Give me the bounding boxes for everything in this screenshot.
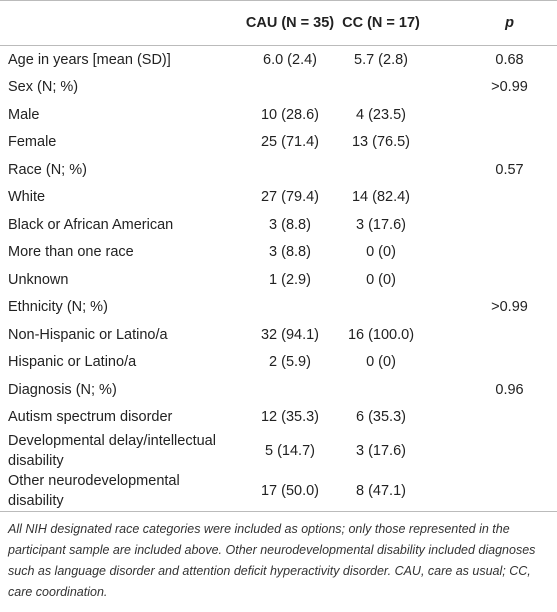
- cell: [422, 239, 557, 267]
- cell: 0.96: [495, 381, 524, 398]
- cell: [340, 376, 422, 404]
- table-row: Autism spectrum disorder 12 (35.3) 6 (35.3…: [0, 404, 557, 432]
- table-row: Race (N; %) 0.57: [0, 156, 557, 184]
- cell: 0 (0): [366, 354, 396, 371]
- cell: 17 (50.0): [240, 471, 340, 512]
- cell: [422, 471, 557, 512]
- table-row: Other neurodevelopmental disability 17 (5…: [0, 471, 557, 512]
- header-row: CAU (N = 35) CC (N = 17) p: [0, 0, 557, 46]
- row-label: Male: [8, 106, 40, 123]
- cell: [340, 74, 422, 102]
- footnote: All NIH designated race categories were …: [8, 522, 536, 599]
- cell: 13 (76.5): [351, 134, 411, 151]
- cell: 6 (35.3): [356, 409, 406, 426]
- cell: 5.7 (2.8): [354, 51, 408, 68]
- table-row: Sex (N; %) >0.99: [0, 74, 557, 102]
- cell: 5 (14.7): [265, 443, 315, 459]
- row-label: Black or African American: [8, 216, 174, 233]
- cell: 0 (0): [366, 244, 396, 261]
- table-row: Ethnicity (N; %) >0.99: [0, 294, 557, 322]
- cell: 27 (79.4): [260, 189, 320, 206]
- cell: 0 (0): [366, 271, 396, 288]
- row-label: More than one race: [8, 244, 134, 261]
- table-row: Age in years [mean (SD)] 6.0 (2.4) 5.7 (2.…: [0, 46, 557, 74]
- data-table: CAU (N = 35) CC (N = 17) p Age in years …: [0, 0, 557, 512]
- header-cell: [0, 0, 240, 46]
- cell: 14 (82.4): [351, 189, 411, 206]
- table-row: Hispanic or Latino/a 2 (5.9) 0 (0): [0, 349, 557, 377]
- cell: 4 (23.5): [356, 106, 406, 123]
- row-label: Hispanic or Latino/a: [8, 354, 137, 371]
- cell: 1 (2.9): [269, 271, 311, 288]
- cell: [340, 294, 422, 322]
- row-label: Ethnicity (N; %): [8, 299, 108, 316]
- cell: >0.99: [491, 79, 528, 96]
- cell: [340, 156, 422, 184]
- table-row: Diagnosis (N; %) 0.96: [0, 376, 557, 404]
- cell: 6.0 (2.4): [263, 51, 317, 68]
- row-label: White: [8, 189, 46, 206]
- table-row: Unknown 1 (2.9) 0 (0): [0, 266, 557, 294]
- cell: [422, 431, 557, 471]
- cell: 25 (71.4): [260, 134, 320, 151]
- cell: 32 (94.1): [260, 326, 320, 343]
- row-label: Diagnosis (N; %): [8, 381, 117, 398]
- cell: 12 (35.3): [260, 409, 320, 426]
- header-cell: CAU (N = 35): [240, 0, 340, 46]
- cell: 3 (17.6): [356, 216, 406, 233]
- cell: 10 (28.6): [260, 106, 320, 123]
- cell: [422, 129, 557, 157]
- cell: [422, 211, 557, 239]
- row-label: Age in years [mean (SD)]: [8, 51, 171, 68]
- cell: [240, 74, 340, 102]
- row-label: Female: [8, 134, 57, 151]
- cell: 3 (8.8): [269, 244, 311, 261]
- cell: 0.68: [495, 51, 524, 68]
- cell: [422, 321, 557, 349]
- row-label: Race (N; %): [8, 161, 87, 178]
- table-row: White 27 (79.4) 14 (82.4): [0, 184, 557, 212]
- table-row: Female 25 (71.4) 13 (76.5): [0, 129, 557, 157]
- table-row: Non-Hispanic or Latino/a 32 (94.1) 16 (100…: [0, 321, 557, 349]
- row-label: Non-Hispanic or Latino/a: [8, 326, 168, 343]
- cell: [422, 101, 557, 129]
- table-row: More than one race 3 (8.8) 0 (0): [0, 239, 557, 267]
- table-row: Developmental delay/intellectual disabil…: [0, 431, 557, 471]
- cell: >0.99: [491, 299, 528, 316]
- row-label: Autism spectrum disorder: [8, 409, 173, 426]
- cell: [422, 184, 557, 212]
- cell: [240, 376, 340, 404]
- cell: [422, 349, 557, 377]
- cell: 3 (8.8): [269, 216, 311, 233]
- cell: 3 (17.6): [356, 443, 406, 459]
- table-header: CAU (N = 35) CC (N = 17) p: [0, 0, 557, 46]
- cell: 16 (100.0): [347, 326, 415, 343]
- cell: [422, 266, 557, 294]
- row-label: Developmental delay/intellectual disabil…: [8, 433, 216, 469]
- table-row: Male 10 (28.6) 4 (23.5): [0, 101, 557, 129]
- table-body: Age in years [mean (SD)] 6.0 (2.4) 5.7 (2.…: [0, 46, 557, 512]
- cell: 8 (47.1): [340, 471, 422, 512]
- row-label: Unknown: [8, 271, 69, 288]
- table-row: Black or African American 3 (8.8) 3 (17.6): [0, 211, 557, 239]
- cell: 2 (5.9): [269, 354, 311, 371]
- cell: [240, 294, 340, 322]
- header-cell: p: [422, 0, 557, 46]
- header-cell: CC (N = 17): [340, 0, 422, 46]
- row-label: Other neurodevelopmental disability: [0, 471, 240, 512]
- row-label: Sex (N; %): [8, 79, 79, 96]
- cell: 0.57: [495, 161, 524, 178]
- cell: [422, 404, 557, 432]
- cell: [240, 156, 340, 184]
